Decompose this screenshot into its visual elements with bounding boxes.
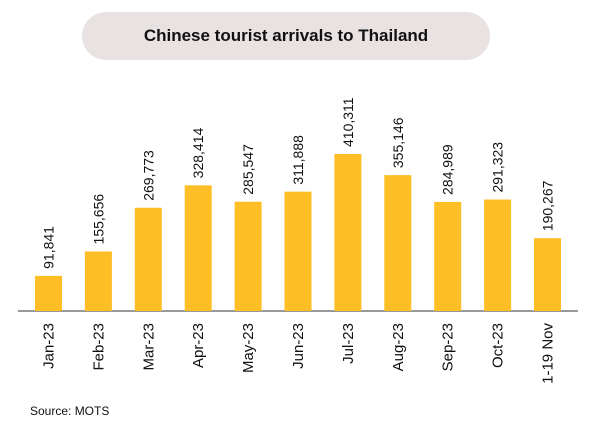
category-label-10: 1-19 Nov bbox=[540, 323, 557, 384]
bar-7 bbox=[384, 175, 412, 311]
bar-5 bbox=[284, 191, 312, 311]
category-label-6: Jul-23 bbox=[340, 323, 357, 364]
data-label-7: 355,146 bbox=[390, 117, 406, 168]
data-label-4: 285,547 bbox=[240, 144, 256, 195]
bar-0 bbox=[35, 275, 62, 311]
category-label-0: Jan-23 bbox=[41, 323, 58, 369]
bar-8 bbox=[434, 201, 462, 311]
data-label-6: 410,311 bbox=[340, 97, 356, 147]
data-label-10: 190,267 bbox=[540, 180, 556, 231]
category-label-4: May-23 bbox=[240, 323, 257, 373]
bar-10 bbox=[534, 238, 561, 311]
data-label-1: 155,656 bbox=[90, 194, 106, 245]
bar-9 bbox=[484, 199, 512, 311]
source-note: Source: MOTS bbox=[30, 404, 110, 418]
data-label-9: 291,323 bbox=[490, 142, 506, 193]
chart-title: Chinese tourist arrivals to Thailand bbox=[82, 12, 490, 60]
bar-6 bbox=[334, 154, 362, 311]
category-label-5: Jun-23 bbox=[290, 323, 307, 369]
category-label-9: Oct-23 bbox=[490, 323, 507, 368]
data-label-3: 328,414 bbox=[190, 128, 206, 179]
category-label-7: Aug-23 bbox=[390, 323, 407, 371]
category-label-1: Feb-23 bbox=[90, 323, 107, 371]
data-label-2: 269,773 bbox=[140, 150, 156, 201]
category-label-8: Sep-23 bbox=[440, 323, 457, 371]
data-label-5: 311,888 bbox=[290, 135, 306, 185]
bar-3 bbox=[184, 185, 212, 311]
bar-4 bbox=[234, 201, 262, 311]
data-label-8: 284,989 bbox=[440, 144, 456, 195]
category-label-3: Apr-23 bbox=[190, 323, 207, 368]
bar-1 bbox=[84, 251, 112, 311]
bar-2 bbox=[134, 207, 162, 311]
data-label-0: 91,841 bbox=[41, 226, 57, 269]
category-label-2: Mar-23 bbox=[140, 323, 157, 371]
